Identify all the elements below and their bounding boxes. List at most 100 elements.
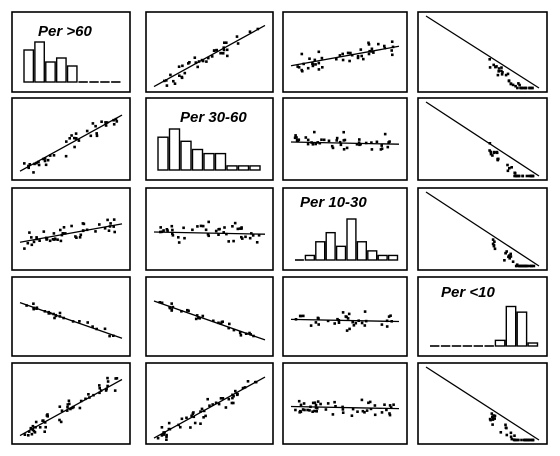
point-r4-c0-33 [34, 426, 37, 429]
point-r3-c0-6 [43, 310, 47, 313]
point-r4-c0-21 [33, 431, 37, 434]
point-r4-c2-49 [314, 403, 318, 407]
point-r0-c2-7 [359, 48, 363, 51]
point-r0-c3-4 [517, 82, 520, 85]
point-r4-c3-35 [512, 438, 516, 442]
point-r3-c0-8 [91, 325, 94, 328]
point-r3-c2-9 [357, 319, 360, 322]
histogram-bar-per-10-30-8 [377, 254, 388, 261]
histogram-bar-per-30-60-8 [249, 165, 261, 171]
point-r0-c2-13 [296, 65, 299, 68]
point-r3-c1-23 [171, 305, 175, 309]
point-r3-c2-14 [387, 315, 391, 318]
fit-line-r4-c2 [290, 405, 400, 410]
point-r1-c0-23 [43, 159, 47, 163]
point-r1-c0-14 [33, 162, 36, 166]
point-r3-c2-3 [389, 314, 392, 317]
point-r4-c1-25 [224, 406, 228, 409]
histogram-bar-per-60-3 [55, 57, 67, 83]
point-r4-c1-38 [165, 433, 168, 437]
point-r2-c1-8 [207, 234, 210, 238]
point-r2-c3-34 [515, 264, 519, 268]
point-r0-c1-26 [163, 79, 166, 83]
point-r4-c1-30 [162, 433, 166, 436]
point-r2-c1-39 [240, 226, 243, 229]
panel-layer [11, 11, 548, 445]
point-r2-c1-27 [159, 226, 162, 229]
point-r2-c0-16 [78, 236, 82, 239]
point-r4-c2-23 [385, 408, 388, 412]
point-r3-c2-27 [385, 319, 389, 323]
point-r1-c3-30 [530, 174, 533, 178]
point-r4-c1-29 [231, 393, 234, 397]
point-r0-c2-25 [367, 41, 370, 45]
point-r4-c0-9 [43, 430, 46, 433]
point-r1-c2-29 [335, 139, 338, 142]
point-r3-c2-24 [298, 314, 302, 318]
point-r0-c2-6 [317, 61, 321, 65]
point-r4-c1-28 [167, 421, 171, 425]
point-r2-c1-0 [238, 227, 242, 230]
point-r4-c1-13 [190, 414, 193, 418]
point-r4-c0-38 [69, 407, 72, 411]
histogram-bar-per-30-60-1 [168, 128, 181, 171]
point-r4-c3-21 [516, 438, 519, 442]
point-r3-c1-25 [228, 322, 231, 326]
point-r2-c0-5 [64, 232, 67, 235]
diagonal-label-per-30-60: Per 30-60 [180, 109, 247, 126]
point-r0-c2-0 [300, 52, 304, 56]
point-r4-c2-32 [360, 398, 364, 402]
diagonal-label-layer: Per >60 Per 30-60 Per 10-30 Per <10 [38, 23, 495, 301]
point-r0-c1-9 [256, 27, 260, 31]
point-r2-c1-42 [255, 241, 259, 244]
point-r0-c1-33 [223, 41, 226, 44]
point-r2-c0-1 [56, 238, 59, 241]
point-r0-c2-20 [317, 68, 321, 71]
point-r4-c1-23 [160, 434, 164, 437]
point-r0-c3-6 [500, 66, 503, 69]
point-r1-c0-12 [100, 120, 103, 123]
histogram-bar-per-30-60-5 [214, 152, 227, 171]
point-r3-c1-7 [194, 317, 198, 321]
point-r4-c2-5 [326, 402, 330, 405]
point-r3-c2-34 [309, 324, 313, 327]
fit-line-r0-c1 [153, 24, 266, 88]
point-r4-c1-31 [199, 410, 202, 413]
fit-line-r2-c3 [425, 191, 540, 267]
point-r4-c2-34 [363, 411, 366, 414]
point-r0-c1-24 [172, 79, 175, 83]
point-r1-c0-29 [112, 118, 115, 122]
point-r3-c2-15 [314, 321, 318, 324]
point-r1-c2-24 [342, 139, 346, 142]
point-r2-c0-29 [113, 230, 116, 234]
point-r4-c0-28 [31, 428, 35, 432]
point-r2-c1-29 [160, 230, 164, 234]
point-r4-c0-16 [84, 397, 87, 401]
diagonal-label-per-10-30: Per 10-30 [300, 194, 367, 211]
point-r4-c2-7 [356, 410, 359, 413]
point-r4-c0-3 [68, 402, 71, 406]
point-r4-c2-21 [361, 409, 365, 413]
point-r2-c1-33 [199, 224, 203, 228]
point-r4-c0-13 [66, 403, 70, 406]
point-r2-c0-39 [35, 237, 38, 241]
point-r0-c3-3 [488, 66, 492, 69]
point-r2-c0-9 [38, 239, 41, 242]
point-r0-c2-21 [341, 52, 344, 56]
point-r4-c0-35 [98, 386, 101, 390]
point-r3-c0-19 [32, 302, 35, 305]
point-r4-c2-46 [314, 406, 318, 409]
point-r4-c0-42 [31, 424, 35, 428]
point-r2-c1-7 [231, 225, 234, 228]
point-r2-c1-34 [191, 228, 194, 232]
point-r0-c1-25 [210, 55, 214, 58]
point-r0-c3-7 [492, 63, 495, 67]
point-r3-c1-29 [168, 306, 172, 310]
point-r4-c1-27 [204, 414, 207, 418]
point-r1-c2-9 [355, 143, 359, 146]
point-r2-c1-16 [227, 240, 230, 243]
point-r0-c2-1 [367, 52, 371, 56]
point-r4-c1-18 [193, 421, 197, 425]
point-r1-c2-0 [310, 141, 313, 144]
point-r2-c3-33 [511, 260, 515, 263]
